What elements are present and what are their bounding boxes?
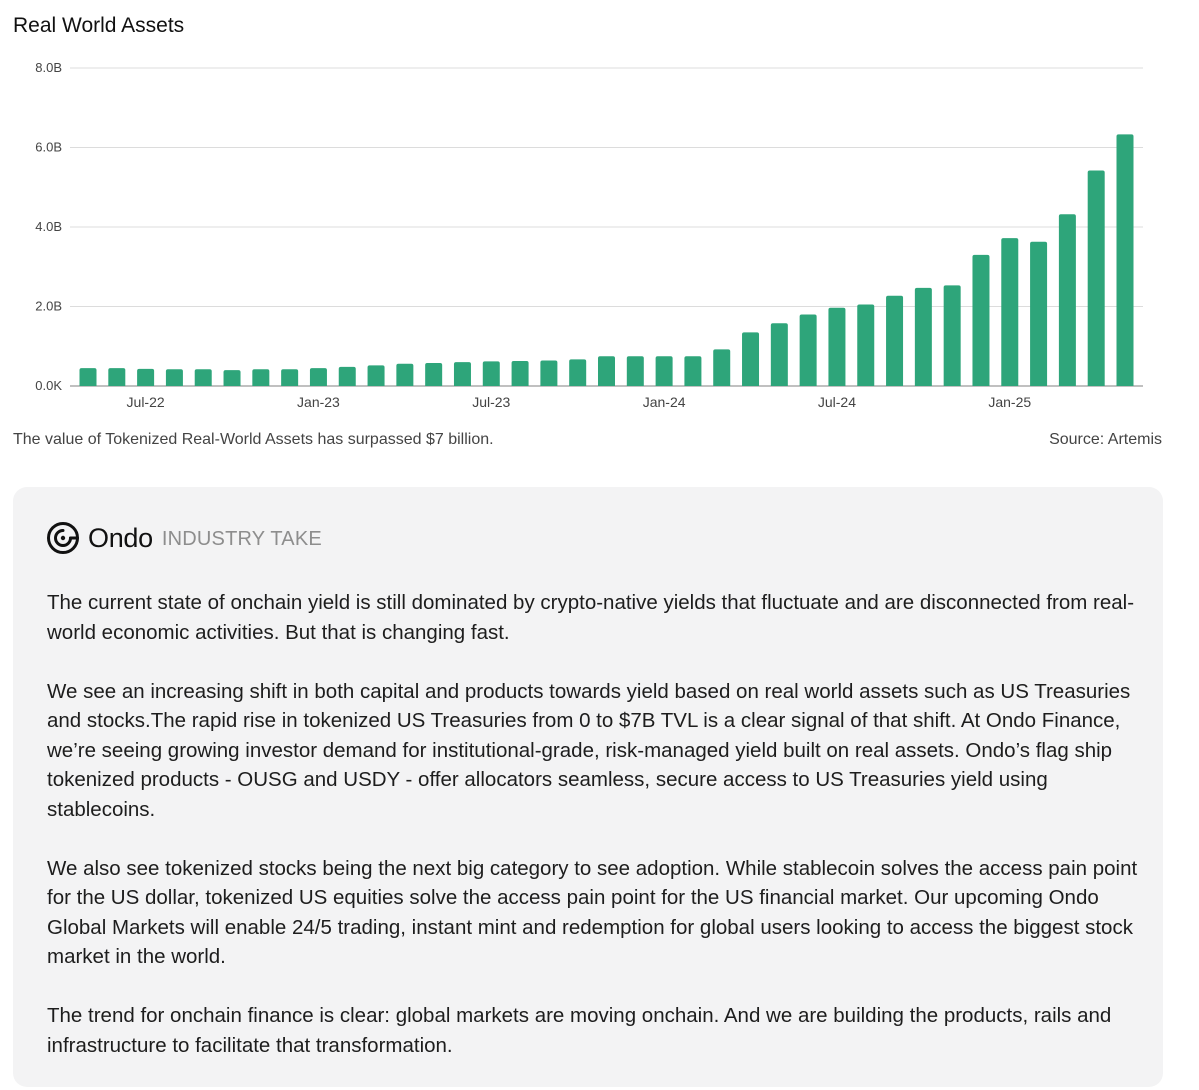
bar-2022-06: [108, 368, 126, 386]
brand-header: Ondo INDUSTRY TAKE: [46, 521, 322, 555]
bar-2025-05: [1116, 134, 1134, 386]
bar-2024-08: [857, 304, 875, 386]
bar-2025-03: [1058, 214, 1076, 386]
bar-2024-03: [713, 349, 731, 386]
y-tick-label: 2.0B: [35, 299, 62, 314]
bar-2023-08: [511, 360, 529, 386]
y-tick-label: 6.0B: [35, 140, 62, 155]
bar-2022-07: [137, 368, 155, 386]
industry-take-card: Ondo INDUSTRY TAKE The current state of …: [13, 487, 1163, 1087]
x-axis-ticks: Jul-22 Jan-23 Jul-23 Jan-24 Jul-24 Jan-25: [127, 394, 1032, 410]
bar-2022-08: [165, 369, 183, 386]
bar-2024-12: [972, 254, 990, 386]
bar-2023-10: [569, 359, 587, 386]
take-paragraph: We also see tokenized stocks being the n…: [47, 856, 1138, 969]
bar-2023-05: [425, 362, 443, 386]
bar-2024-01: [655, 356, 673, 386]
bar-2023-12: [626, 356, 644, 386]
bar-2024-04: [742, 332, 760, 386]
bar-2023-11: [598, 356, 615, 386]
bar-2024-06: [799, 314, 817, 386]
take-paragraph: The trend for onchain finance is clear: …: [47, 1004, 1112, 1057]
take-body: The current state of onchain yield is st…: [47, 588, 1142, 1090]
bar-2025-01: [1001, 238, 1019, 386]
chart-source: Source: Artemis: [1049, 431, 1162, 448]
bar-2023-01: [309, 368, 327, 386]
chart-title: Real World Assets: [13, 14, 185, 37]
bar-2025-04: [1087, 170, 1105, 386]
brand-name: Ondo: [88, 522, 153, 553]
bar-2022-10: [223, 370, 241, 386]
bar-2022-05: [79, 368, 97, 386]
bar-2024-05: [770, 323, 788, 386]
bar-2022-11: [252, 369, 270, 386]
bar-2024-09: [886, 295, 904, 386]
bar-2023-07: [482, 361, 500, 386]
bar-2023-09: [540, 360, 558, 386]
x-tick-label: Jan-25: [988, 394, 1031, 410]
chart-caption: The value of Tokenized Real-World Assets…: [13, 431, 494, 448]
take-paragraph: We see an increasing shift in both capit…: [47, 679, 1131, 821]
take-paragraph: The current state of onchain yield is st…: [47, 591, 1135, 644]
industry-take-label: INDUSTRY TAKE: [161, 528, 322, 550]
bar-2023-02: [338, 366, 356, 386]
bar-2025-02: [1030, 241, 1048, 386]
x-tick-label: Jan-23: [297, 394, 340, 410]
ondo-logo-icon: [47, 522, 79, 554]
bar-2022-09: [194, 369, 212, 386]
y-tick-label: 0.0K: [35, 378, 62, 393]
bar-2023-06: [453, 362, 471, 386]
bar-2024-11: [943, 285, 961, 386]
x-tick-label: Jul-22: [127, 394, 165, 410]
bar-2024-02: [684, 356, 702, 386]
x-tick-label: Jul-24: [818, 394, 856, 410]
bar-2022-12: [281, 369, 299, 386]
bar-2023-04: [396, 363, 414, 386]
y-tick-label: 8.0B: [35, 60, 62, 75]
y-tick-label: 4.0B: [35, 219, 62, 234]
chart-bars: [79, 134, 1134, 386]
y-axis-ticks: 0.0K 2.0B 4.0B 6.0B 8.0B: [35, 60, 62, 393]
bar-2023-03: [367, 365, 385, 386]
bar-chart: 0.0K2.0B4.0B6.0B8.0B Jul-22 Jan-23 Jul-23 J…: [35, 60, 1143, 410]
x-tick-label: Jul-23: [472, 394, 510, 410]
x-tick-label: Jan-24: [643, 394, 686, 410]
bar-2024-10: [914, 287, 932, 386]
bar-2024-07: [828, 307, 846, 386]
